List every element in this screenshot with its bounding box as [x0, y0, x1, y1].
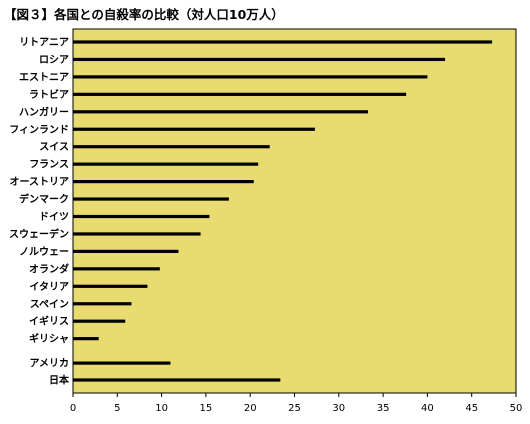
plot-area [72, 28, 517, 394]
bar-13 [73, 249, 179, 253]
category-label: ラトビア [29, 88, 69, 101]
bar-2 [73, 57, 446, 62]
x-tick-label: 10 [155, 403, 168, 414]
x-tick-label: 15 [200, 403, 213, 414]
category-label: スイス [39, 141, 69, 153]
x-tick-label: 30 [332, 403, 345, 414]
category-label: フィンランド [9, 124, 69, 136]
category-label: ノルウェー [19, 246, 69, 258]
category-label: オーストリア [10, 176, 70, 188]
category-label: ギリシャ [29, 332, 69, 345]
category-label: イタリア [29, 281, 69, 293]
category-label: リトアニア [19, 37, 69, 49]
category-label: スウェーデン [9, 227, 69, 240]
bar-4 [73, 92, 407, 96]
category-label: ドイツ [39, 211, 69, 223]
x-tick-label: 25 [288, 403, 301, 414]
bar-5 [73, 110, 369, 114]
bar-7 [73, 145, 270, 149]
bar-15 [73, 284, 148, 288]
bar-8 [73, 162, 259, 166]
category-label: ハンガリー [19, 105, 69, 118]
bar-11 [73, 214, 210, 219]
chart-title: 【図３】各国との自殺率の比較（対人口10万人） [4, 7, 284, 22]
bar-19 [73, 361, 171, 365]
bar-12 [73, 232, 201, 236]
category-label: デンマーク [19, 193, 69, 206]
category-label: アメリカ [30, 358, 70, 370]
x-tick-label: 0 [70, 403, 76, 414]
bar-16 [73, 302, 132, 306]
bar-3 [73, 75, 428, 79]
category-label: オランダ [29, 262, 69, 275]
bar-14 [73, 267, 160, 271]
category-label: 日本 [49, 374, 70, 387]
bar-9 [73, 180, 254, 184]
bar-17 [73, 319, 126, 323]
x-tick-label: 45 [465, 403, 478, 414]
bar-10 [73, 197, 229, 201]
category-label: スペイン [30, 298, 69, 310]
bar-18 [73, 337, 99, 341]
category-label: イギリス [29, 315, 69, 328]
x-tick-label: 40 [421, 403, 434, 414]
x-tick-label: 5 [114, 403, 120, 414]
x-tick-label: 50 [510, 403, 523, 414]
bar-6 [73, 127, 315, 131]
bar-1 [73, 40, 493, 44]
category-label: フランス [29, 159, 69, 171]
x-tick-label: 35 [377, 403, 390, 414]
category-label: エストニア [19, 71, 69, 83]
x-tick-label: 20 [244, 403, 257, 414]
bar-20 [73, 378, 281, 382]
category-label: ロシア [39, 54, 69, 66]
